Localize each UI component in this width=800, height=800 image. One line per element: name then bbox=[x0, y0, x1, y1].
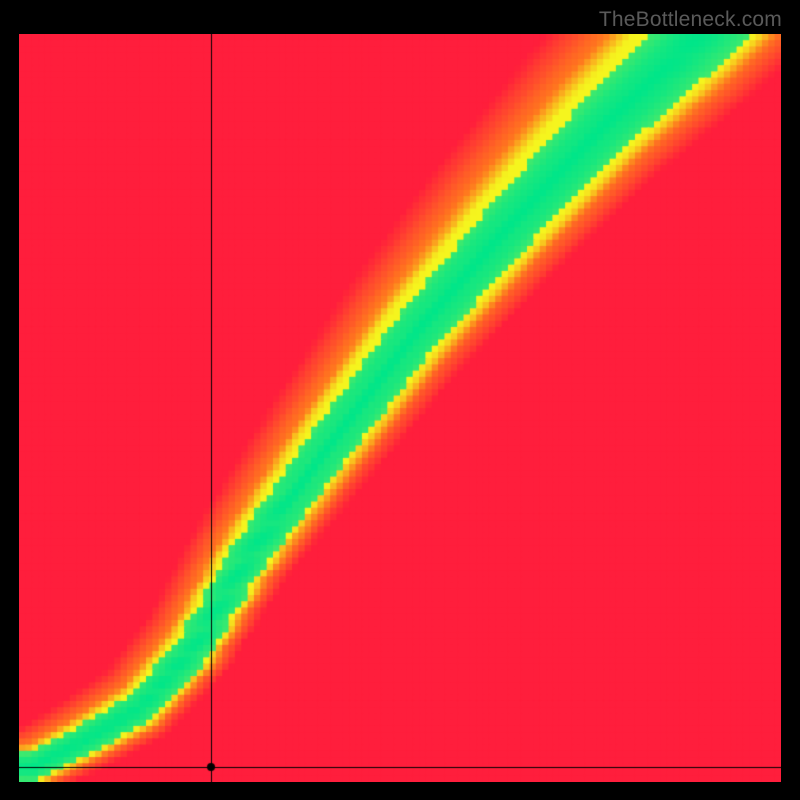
crosshair-overlay bbox=[19, 34, 781, 782]
chart-container: TheBottleneck.com bbox=[0, 0, 800, 800]
watermark-text: TheBottleneck.com bbox=[599, 8, 782, 32]
